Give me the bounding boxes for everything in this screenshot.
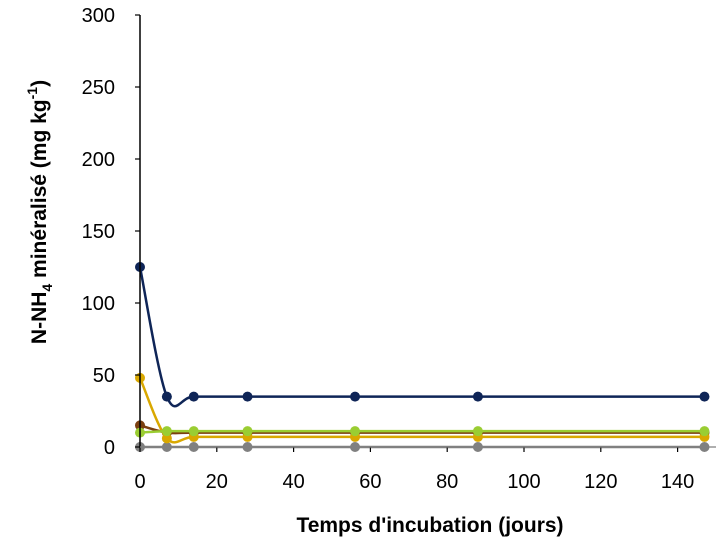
y-axis-title-prefix: N-NH — [28, 292, 51, 345]
y-axis-title-middle: minéralisé (mg kg — [28, 99, 51, 283]
y-tick-label: 250 — [82, 77, 115, 99]
x-tick-label: 140 — [661, 471, 694, 493]
x-tick-label: 60 — [359, 471, 381, 493]
y-axis-title-subscript: 4 — [39, 284, 55, 292]
data-point — [242, 426, 253, 437]
x-tick-label: 40 — [282, 471, 304, 493]
y-tick-label: 200 — [82, 149, 115, 171]
data-point — [350, 426, 361, 437]
x-tick-label: 20 — [206, 471, 228, 493]
y-axis-title-superscript: -1 — [24, 87, 40, 100]
data-point — [472, 426, 483, 437]
x-tick-label: 0 — [134, 471, 145, 493]
data-point — [699, 391, 710, 402]
x-tick-label: 80 — [436, 471, 458, 493]
data-point — [188, 391, 199, 402]
y-tick-label: 0 — [104, 437, 115, 459]
series-layer — [135, 262, 710, 452]
data-point — [161, 391, 172, 402]
y-axis-title: N-NH4 minéralisé (mg kg-1) — [24, 80, 55, 344]
data-point — [188, 426, 199, 437]
x-tick-label: 100 — [507, 471, 540, 493]
x-axis-title: Temps d'incubation (jours) — [296, 514, 563, 537]
y-tick-label: 300 — [82, 5, 115, 27]
series-line — [139, 429, 705, 434]
data-point — [350, 391, 361, 402]
axes — [135, 14, 716, 452]
y-tick-label: 150 — [82, 221, 115, 243]
x-tick-label: 120 — [584, 471, 617, 493]
data-point — [161, 433, 172, 444]
data-point — [472, 391, 483, 402]
series-2 — [135, 420, 710, 438]
data-point — [161, 426, 172, 437]
series-4 — [135, 426, 710, 438]
y-tick-label: 100 — [82, 293, 115, 315]
y-axis-title-suffix: ) — [28, 80, 51, 87]
data-point — [699, 426, 710, 437]
series-line — [138, 266, 705, 408]
series-5 — [135, 262, 710, 408]
data-point — [242, 391, 253, 402]
y-tick-label: 50 — [93, 365, 115, 387]
